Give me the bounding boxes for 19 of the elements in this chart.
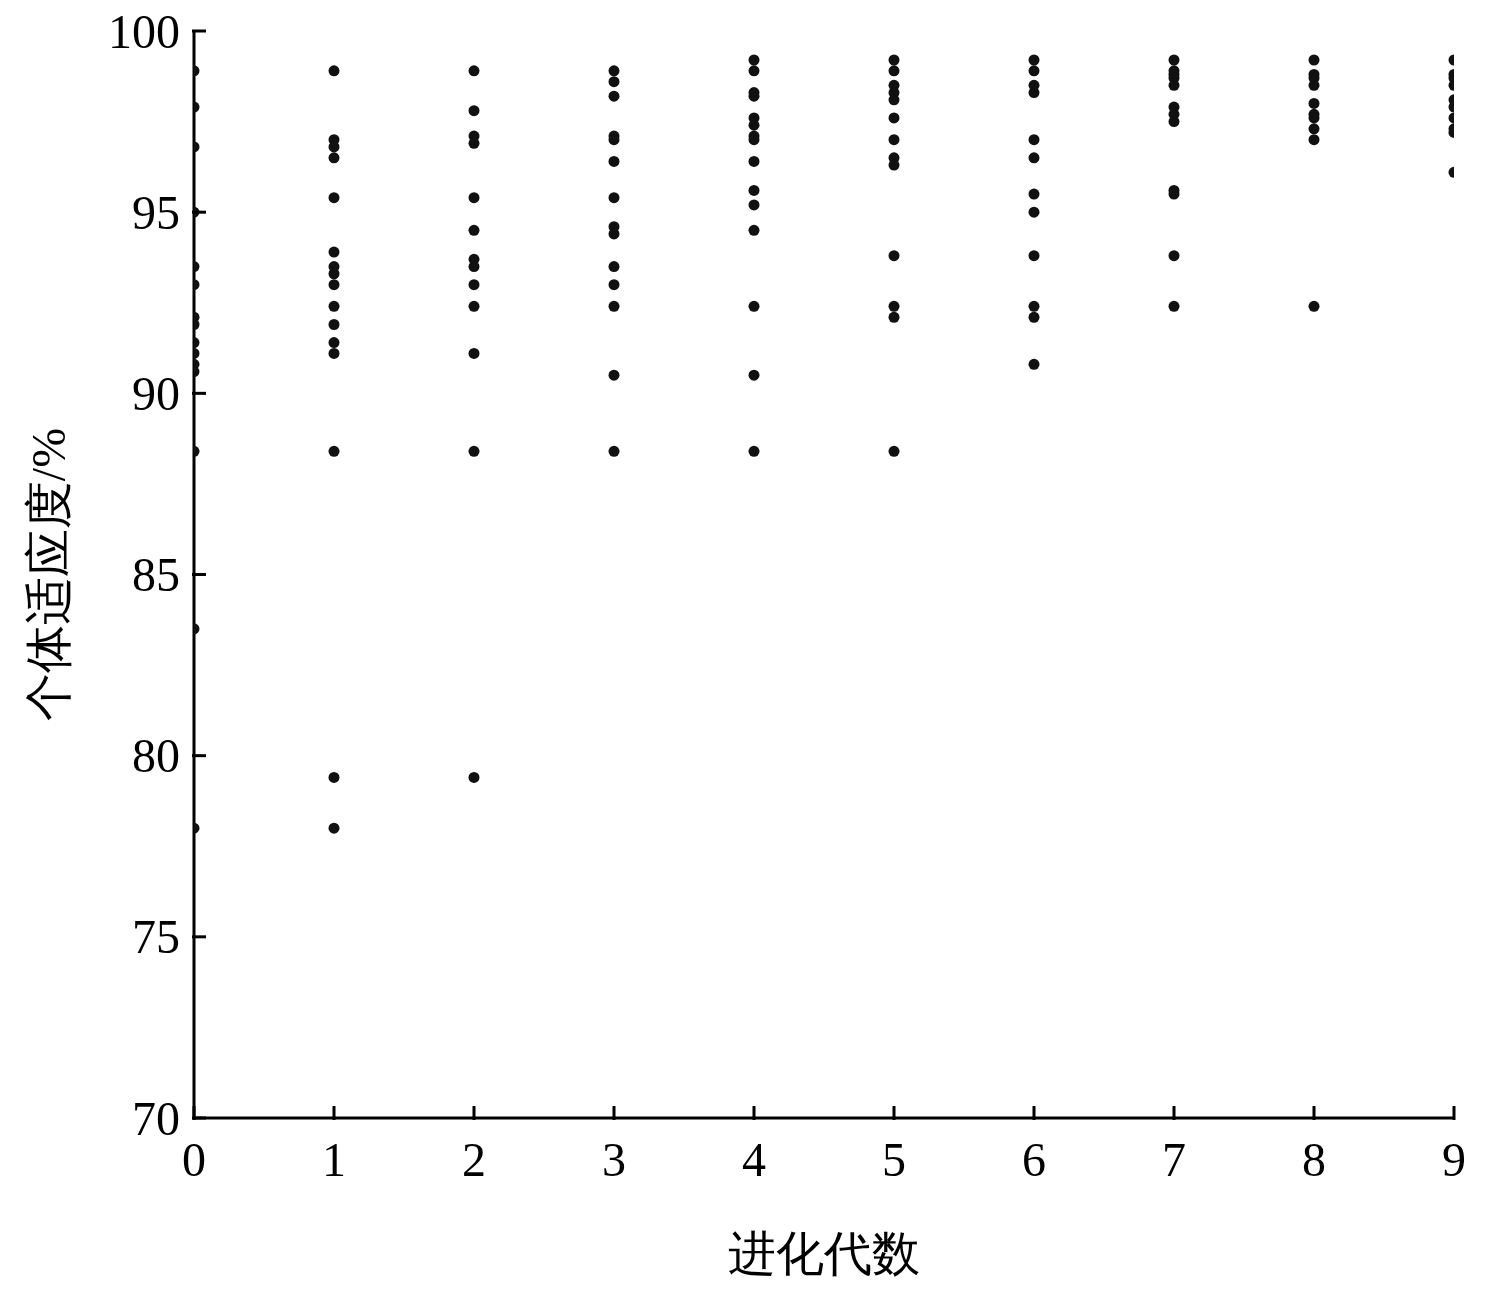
y-tick-label: 85 — [132, 548, 180, 601]
x-tick-label: 8 — [1302, 1133, 1326, 1186]
y-tick-label: 70 — [132, 1091, 180, 1145]
y-tick-label: 80 — [132, 729, 180, 783]
y-tick-label: 95 — [132, 185, 180, 239]
y-tick-label: 100 — [108, 4, 180, 58]
y-tick-label: 90 — [132, 366, 180, 420]
x-tick-label: 9 — [1442, 1133, 1466, 1186]
x-tick-label: 4 — [742, 1133, 766, 1186]
x-tick-label: 6 — [1022, 1133, 1046, 1186]
x-tick-label: 7 — [1162, 1133, 1186, 1186]
x-tick-label: 3 — [602, 1133, 626, 1186]
y-axis-title: 个体适应度/% — [22, 427, 76, 722]
y-tick-label: 75 — [132, 910, 180, 964]
x-tick-label: 2 — [462, 1133, 486, 1186]
x-axis-title: 进化代数 — [728, 1227, 920, 1280]
x-tick-label: 5 — [882, 1133, 906, 1186]
x-tick-label: 0 — [182, 1133, 206, 1186]
x-tick-label: 1 — [322, 1133, 346, 1186]
